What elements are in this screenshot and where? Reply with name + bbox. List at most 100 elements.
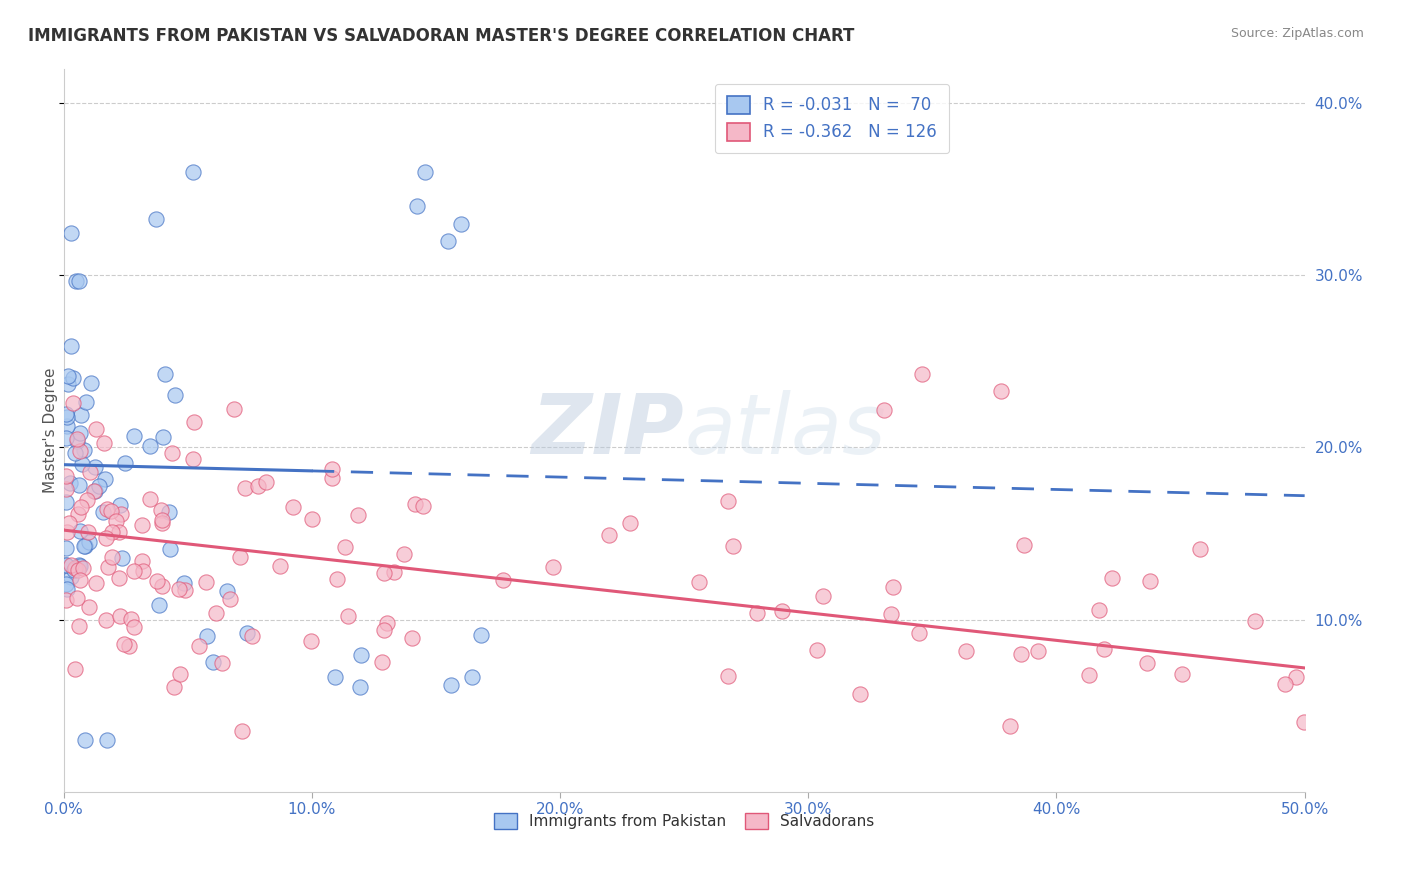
Point [86, 422, 108, 436]
Point [745, 607, 768, 621]
Point [139, 439, 162, 453]
Point [301, 512, 323, 526]
Point [1274, 677, 1296, 691]
Point [63, 446, 86, 460]
Point [181, 165, 204, 179]
Point [122, 620, 145, 634]
Point [598, 528, 620, 542]
Point [59, 226, 82, 240]
Point [770, 604, 793, 618]
Point [806, 643, 828, 657]
Point [165, 388, 187, 402]
Point [66, 434, 89, 448]
Point [1139, 574, 1161, 589]
Point [55, 593, 77, 607]
Point [56, 582, 79, 596]
Point [69, 425, 91, 440]
Point [1294, 715, 1316, 730]
Point [67, 619, 90, 633]
Point [231, 723, 253, 738]
Point [240, 629, 263, 643]
Point [1088, 603, 1111, 617]
Point [69, 478, 91, 492]
Point [152, 430, 174, 444]
Point [59, 339, 82, 353]
Text: atlas: atlas [685, 390, 886, 471]
Text: Source: ZipAtlas.com: Source: ZipAtlas.com [1230, 27, 1364, 40]
Point [326, 572, 349, 586]
Text: IMMIGRANTS FROM PAKISTAN VS SALVADORAN MASTER'S DEGREE CORRELATION CHART: IMMIGRANTS FROM PAKISTAN VS SALVADORAN M… [28, 27, 855, 45]
Point [990, 384, 1012, 398]
Point [94, 613, 117, 627]
Point [73, 733, 96, 747]
Point [187, 639, 209, 653]
Point [55, 558, 77, 572]
Point [65, 275, 87, 289]
Point [55, 468, 77, 483]
Point [150, 516, 173, 530]
Point [55, 576, 77, 591]
Point [131, 554, 153, 568]
Point [69, 500, 91, 514]
Point [59, 558, 82, 573]
Y-axis label: Master's Degree: Master's Degree [44, 368, 58, 493]
Point [89, 478, 111, 492]
Point [83, 484, 105, 499]
Point [721, 539, 744, 553]
Point [201, 656, 224, 670]
Point [75, 395, 97, 409]
Point [405, 199, 427, 213]
Point [543, 560, 565, 574]
Point [97, 559, 120, 574]
Point [1244, 614, 1267, 628]
Point [59, 570, 82, 584]
Point [56, 377, 79, 392]
Point [62, 371, 84, 385]
Point [70, 457, 93, 471]
Point [69, 573, 91, 587]
Point [157, 505, 180, 519]
Point [299, 633, 322, 648]
Point [100, 504, 122, 518]
Point [69, 274, 91, 288]
Point [1171, 667, 1194, 681]
Point [688, 575, 710, 590]
Point [347, 508, 370, 522]
Point [321, 471, 343, 485]
Point [108, 609, 131, 624]
Point [63, 560, 86, 574]
Point [56, 410, 79, 425]
Point [150, 503, 173, 517]
Point [323, 670, 346, 684]
Point [412, 499, 434, 513]
Point [62, 396, 84, 410]
Point [873, 402, 896, 417]
Point [93, 435, 115, 450]
Point [998, 718, 1021, 732]
Point [197, 628, 219, 642]
Point [183, 415, 205, 429]
Point [349, 680, 371, 694]
Point [413, 165, 436, 179]
Point [67, 558, 90, 572]
Point [83, 460, 105, 475]
Point [59, 475, 82, 490]
Point [440, 678, 463, 692]
Point [1026, 644, 1049, 658]
Point [246, 479, 269, 493]
Point [404, 496, 426, 510]
Point [450, 217, 472, 231]
Point [55, 495, 77, 509]
Point [112, 638, 135, 652]
Point [84, 576, 107, 591]
Point [58, 369, 80, 384]
Point [159, 542, 181, 557]
Point [69, 558, 91, 573]
Point [63, 563, 86, 577]
Point [169, 666, 191, 681]
Point [148, 598, 170, 612]
Point [470, 628, 492, 642]
Point [373, 623, 395, 637]
Point [908, 626, 931, 640]
Point [55, 407, 77, 421]
